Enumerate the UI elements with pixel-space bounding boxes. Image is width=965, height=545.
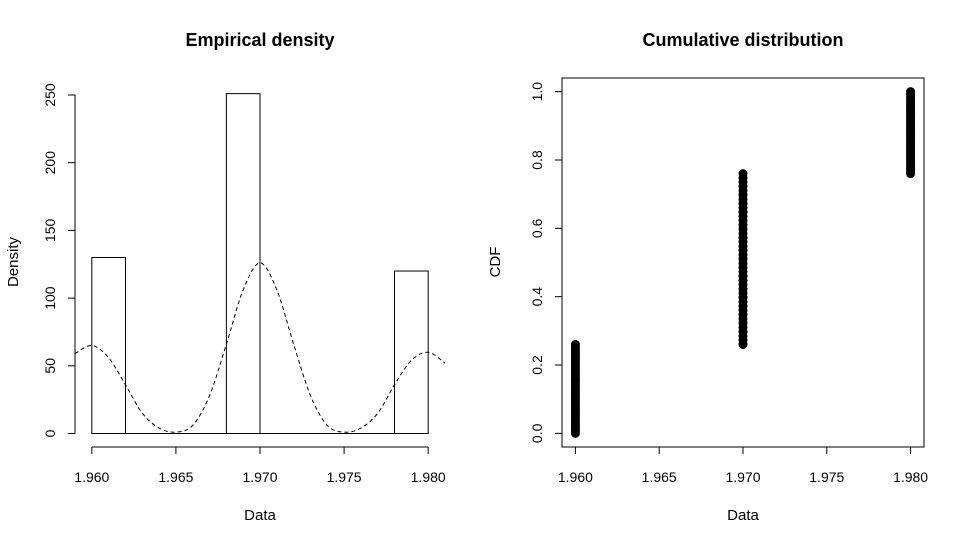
cdf-point: [570, 340, 580, 349]
cdf-x-axis-label: Data: [727, 507, 759, 524]
y-tick-label: 150: [42, 219, 58, 243]
x-tick-label: 1.975: [327, 469, 362, 485]
histogram-bar: [91, 256, 126, 435]
x-tick-label: 1.980: [893, 469, 928, 485]
density-y-axis: 0 50 100 150 200 250: [42, 83, 76, 437]
y-tick-label: 0: [42, 429, 58, 437]
x-tick-label: 1.960: [74, 469, 109, 485]
y-tick-label: 0.2: [529, 355, 545, 375]
cdf-panel: Cumulative distribution Data CDF 1.960 1.…: [487, 30, 928, 524]
x-tick-label: 1.980: [411, 469, 446, 485]
y-tick-label: 1.0: [529, 82, 545, 102]
cdf-points: [570, 87, 916, 438]
cdf-x-axis: 1.960 1.965 1.970 1.975 1.980: [558, 446, 928, 485]
y-tick-label: 50: [42, 358, 58, 374]
x-tick-label: 1.975: [809, 469, 844, 485]
density-y-axis-label: Density: [5, 236, 22, 287]
y-tick-label: 0.8: [529, 150, 545, 170]
y-tick-label: 200: [42, 151, 58, 175]
x-tick-label: 1.970: [242, 469, 277, 485]
x-tick-label: 1.960: [558, 469, 593, 485]
y-tick-label: 0.4: [529, 287, 545, 307]
cdf-title: Cumulative distribution: [642, 30, 843, 50]
y-tick-label: 250: [42, 83, 58, 107]
density-panel: Empirical density Data Density 1.960 1.96…: [5, 30, 446, 524]
cdf-y-axis: 0.0 0.2 0.4 0.6 0.8 1.0: [529, 82, 563, 443]
x-tick-label: 1.965: [158, 469, 193, 485]
histogram-bar: [225, 93, 261, 435]
cdf-point: [738, 169, 748, 179]
y-tick-label: 0.6: [529, 218, 545, 238]
x-tick-label: 1.970: [725, 469, 760, 485]
histogram-bar: [394, 270, 429, 434]
density-title: Empirical density: [185, 30, 334, 50]
y-tick-label: 0.0: [529, 423, 545, 443]
density-x-axis-label: Data: [244, 507, 276, 524]
cdf-point: [906, 87, 916, 97]
density-x-axis: 1.960 1.965 1.970 1.975 1.980: [74, 446, 446, 485]
y-tick-label: 100: [42, 286, 58, 310]
density-bars: [91, 93, 429, 435]
x-tick-label: 1.965: [642, 469, 677, 485]
cdf-y-axis-label: CDF: [487, 247, 504, 278]
